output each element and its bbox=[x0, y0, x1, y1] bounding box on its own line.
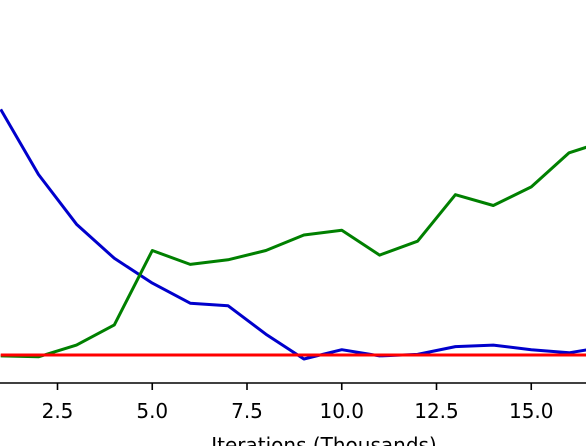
x-ticks: 2.5 5.0 7.5 10.0 12.5 15.0 bbox=[42, 383, 554, 423]
x-tick-label: 12.5 bbox=[414, 399, 459, 423]
x-tick-label: 2.5 bbox=[42, 399, 74, 423]
x-tick-label: 5.0 bbox=[136, 399, 168, 423]
x-axis-label: Iterations (Thousands) bbox=[211, 433, 437, 446]
x-tick-label: 15.0 bbox=[509, 399, 554, 423]
series-line-1 bbox=[0, 108, 586, 361]
x-tick-label: 7.5 bbox=[231, 399, 263, 423]
series-layer bbox=[0, 108, 586, 361]
x-tick-label: 10.0 bbox=[319, 399, 364, 423]
series-line-2 bbox=[0, 145, 586, 359]
